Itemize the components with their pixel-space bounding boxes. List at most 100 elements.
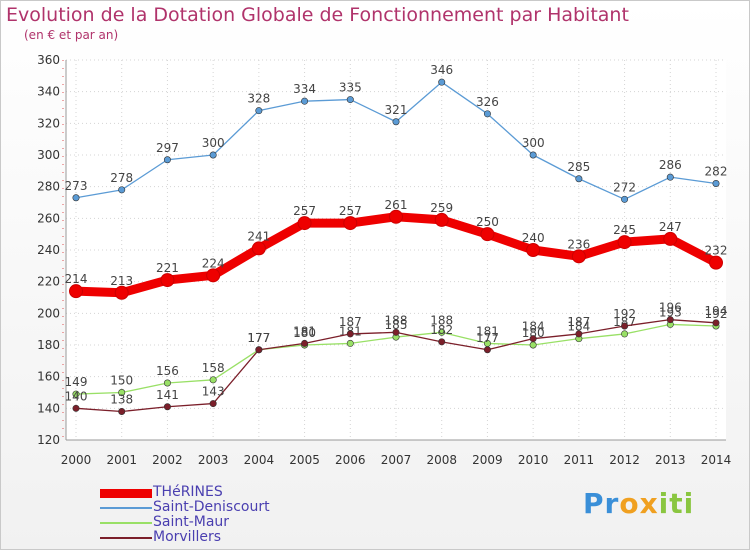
y-tick-label: 180 (37, 338, 60, 352)
data-label: 282 (705, 165, 728, 179)
data-label: 257 (293, 204, 316, 218)
data-point (529, 341, 537, 349)
data-label: 250 (476, 215, 499, 229)
x-tick-label: 2006 (335, 453, 366, 467)
data-label: 140 (65, 389, 88, 403)
data-point (255, 107, 263, 115)
data-label: 213 (110, 274, 133, 288)
legend-label: THéRINES (153, 484, 223, 500)
data-point (621, 330, 629, 338)
data-label: 272 (613, 180, 636, 194)
x-tick-label: 2005 (289, 453, 320, 467)
data-label: 273 (65, 179, 88, 193)
x-tick-label: 2004 (244, 453, 275, 467)
y-tick-label: 220 (37, 275, 60, 289)
data-label: 286 (659, 158, 682, 172)
data-point (72, 194, 80, 202)
y-tick-label: 140 (37, 401, 60, 415)
data-label: 177 (247, 331, 270, 345)
x-tick-label: 2001 (106, 453, 137, 467)
data-point (529, 335, 537, 343)
data-point (118, 407, 126, 415)
data-point (709, 255, 723, 270)
data-label: 184 (522, 320, 545, 334)
y-tick-label: 260 (37, 211, 60, 225)
data-point (297, 216, 312, 231)
legend-swatch (100, 507, 152, 509)
data-label: 181 (476, 324, 499, 338)
x-tick-label: 2000 (61, 453, 92, 467)
data-label: 240 (522, 231, 545, 245)
data-label: 278 (110, 171, 133, 185)
data-point (209, 400, 217, 408)
data-label: 177 (247, 331, 270, 345)
data-label: 158 (202, 361, 225, 375)
data-label: 196 (659, 301, 682, 315)
x-tick-label: 2009 (472, 453, 503, 467)
data-point (575, 175, 583, 183)
data-point (434, 212, 449, 227)
data-label: 187 (339, 315, 362, 329)
data-point (389, 209, 403, 224)
data-label: 232 (705, 244, 728, 258)
data-label: 224 (202, 256, 225, 270)
data-point (483, 110, 491, 118)
data-point (529, 151, 537, 159)
data-point (301, 97, 309, 105)
logo-letter: i (683, 487, 695, 520)
data-label: 143 (202, 385, 225, 399)
x-tick-label: 2013 (655, 453, 686, 467)
data-point (712, 319, 720, 327)
data-label: 182 (430, 323, 453, 337)
data-point (666, 173, 674, 181)
data-point (301, 339, 309, 347)
data-label: 259 (430, 201, 453, 215)
data-point (571, 249, 586, 264)
data-point (575, 330, 583, 338)
y-tick-label: 160 (37, 370, 60, 384)
legend-label: Morvillers (153, 529, 222, 545)
y-tick-label: 360 (37, 53, 60, 67)
data-point (526, 243, 541, 257)
data-label: 180 (293, 326, 316, 340)
data-point (163, 379, 171, 387)
data-point (438, 78, 446, 86)
data-label: 214 (65, 272, 88, 286)
data-label: 193 (659, 305, 682, 319)
data-label: 300 (202, 136, 225, 150)
data-point (209, 151, 217, 159)
data-point (251, 241, 266, 256)
data-point (69, 284, 83, 299)
legend-swatch (100, 522, 152, 524)
y-tick-label: 240 (37, 243, 60, 257)
data-point (480, 227, 495, 242)
data-label: 261 (385, 198, 408, 212)
data-point (392, 328, 400, 336)
data-label: 328 (247, 92, 270, 106)
data-label: 245 (613, 223, 636, 237)
data-point (663, 231, 678, 246)
data-point (72, 390, 80, 398)
chart-title: Evolution de la Dotation Globale de Fonc… (6, 4, 629, 26)
x-tick-label: 2003 (198, 453, 229, 467)
data-point (209, 376, 217, 384)
data-label: 177 (476, 331, 499, 345)
y-tick-label: 320 (37, 116, 60, 130)
data-point (346, 96, 354, 104)
data-point (346, 330, 354, 338)
x-tick-label: 2011 (564, 453, 595, 467)
logo-letter: i (658, 487, 670, 520)
data-point (617, 235, 632, 250)
proxiti-logo: Proxiti (583, 487, 694, 520)
x-tick-label: 2012 (609, 453, 640, 467)
y-tick-label: 200 (37, 306, 60, 320)
data-label: 221 (156, 261, 179, 275)
data-point (621, 195, 629, 203)
data-point (163, 156, 171, 164)
logo-letter: o (619, 487, 640, 520)
data-point (438, 338, 446, 346)
data-label: 321 (385, 103, 408, 117)
data-label: 257 (339, 204, 362, 218)
data-label: 150 (110, 374, 133, 388)
